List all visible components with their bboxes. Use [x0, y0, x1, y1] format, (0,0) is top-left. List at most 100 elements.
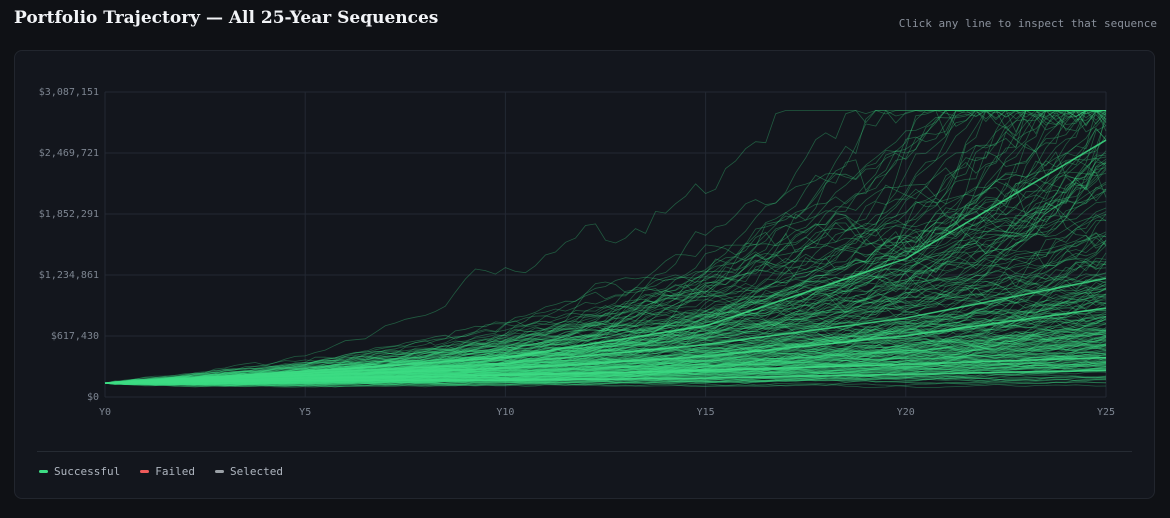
trajectory-line[interactable]: [104, 328, 1107, 384]
trajectory-line[interactable]: [104, 110, 1106, 384]
legend-item-failed[interactable]: Failed: [140, 465, 195, 478]
trajectory-line[interactable]: [104, 312, 1107, 385]
trajectory-line[interactable]: [104, 340, 1107, 385]
trajectory-line[interactable]: [104, 233, 1107, 384]
trajectory-line[interactable]: [104, 309, 1107, 384]
series-line[interactable]: [104, 356, 1107, 384]
trajectory-line[interactable]: [104, 350, 1107, 385]
trajectory-line[interactable]: [104, 336, 1107, 384]
trajectory-line[interactable]: [104, 357, 1107, 388]
y-tick-label: $0: [87, 392, 99, 403]
trajectory-line[interactable]: [104, 162, 1107, 384]
trajectory-line[interactable]: [104, 366, 1107, 385]
trajectory-line[interactable]: [104, 118, 1107, 384]
trajectory-line[interactable]: [104, 299, 1107, 384]
trajectory-line[interactable]: [104, 110, 1106, 384]
trajectory-line[interactable]: [104, 315, 1107, 384]
trajectory-line[interactable]: [104, 331, 1107, 385]
trajectory-line[interactable]: [104, 283, 1107, 386]
trajectory-line[interactable]: [104, 361, 1107, 386]
trajectory-line[interactable]: [104, 323, 1107, 388]
trajectory-line[interactable]: [104, 151, 1107, 384]
trajectory-line[interactable]: [104, 368, 1107, 384]
trajectory-line[interactable]: [105, 363, 1107, 385]
trajectory-line[interactable]: [104, 375, 1107, 386]
trajectory-line[interactable]: [104, 161, 1107, 384]
trajectory-line[interactable]: [104, 382, 1107, 389]
series-line[interactable]: [104, 369, 1107, 384]
trajectory-line[interactable]: [104, 150, 1107, 385]
series-line[interactable]: [104, 307, 1107, 384]
trajectory-line[interactable]: [104, 331, 1107, 384]
trajectory-line[interactable]: [104, 300, 1107, 384]
trajectory-line[interactable]: [104, 110, 1107, 384]
trajectory-line[interactable]: [104, 109, 1107, 384]
trajectory-lines[interactable]: [104, 109, 1107, 389]
trajectory-line[interactable]: [104, 361, 1107, 384]
trajectory-line[interactable]: [104, 370, 1107, 385]
trajectory-line[interactable]: [104, 110, 1106, 384]
trajectory-line[interactable]: [104, 337, 1107, 385]
trajectory-line[interactable]: [104, 110, 1106, 384]
trajectory-line[interactable]: [104, 366, 1107, 386]
trajectory-line[interactable]: [104, 273, 1107, 385]
trajectory-line[interactable]: [104, 261, 1107, 384]
trajectory-line[interactable]: [104, 323, 1107, 385]
trajectory-line[interactable]: [104, 358, 1107, 385]
trajectory-line[interactable]: [104, 336, 1107, 386]
series-line[interactable]: [104, 139, 1107, 384]
trajectory-line[interactable]: [104, 125, 1107, 384]
trajectory-line[interactable]: [104, 380, 1107, 388]
trajectory-line[interactable]: [104, 328, 1107, 386]
trajectory-line[interactable]: [104, 373, 1107, 385]
trajectory-line[interactable]: [104, 308, 1107, 384]
trajectory-line[interactable]: [104, 351, 1107, 385]
trajectory-line[interactable]: [104, 329, 1107, 384]
trajectory-line[interactable]: [104, 361, 1107, 388]
trajectory-line[interactable]: [104, 183, 1107, 384]
trajectory-line[interactable]: [104, 110, 1107, 384]
trajectory-line[interactable]: [104, 353, 1107, 385]
trajectory-line[interactable]: [105, 258, 1107, 384]
series-line[interactable]: [104, 277, 1107, 384]
trajectory-line[interactable]: [104, 334, 1107, 385]
legend-item-selected[interactable]: Selected: [214, 465, 283, 478]
trajectory-line[interactable]: [104, 109, 1107, 385]
trajectory-line[interactable]: [104, 360, 1107, 388]
trajectory-line[interactable]: [105, 346, 1107, 384]
trajectory-line[interactable]: [104, 366, 1107, 386]
trajectory-line[interactable]: [104, 283, 1106, 384]
trajectory-line[interactable]: [104, 110, 1106, 384]
trajectory-line[interactable]: [104, 330, 1107, 384]
trajectory-line[interactable]: [104, 333, 1107, 385]
trajectory-line[interactable]: [104, 157, 1107, 384]
trajectory-line[interactable]: [104, 338, 1107, 385]
trajectory-line[interactable]: [104, 110, 1107, 384]
trajectory-line[interactable]: [104, 110, 1107, 384]
legend-label-selected: Selected: [229, 465, 283, 478]
trajectory-line[interactable]: [104, 260, 1107, 384]
y-tick-label: $2,469,721: [39, 148, 99, 159]
trajectory-line[interactable]: [104, 110, 1107, 384]
trajectory-line[interactable]: [104, 110, 1106, 385]
trajectory-line[interactable]: [104, 377, 1107, 387]
trajectory-line[interactable]: [104, 152, 1107, 384]
trajectory-line[interactable]: [104, 325, 1107, 384]
trajectory-line[interactable]: [104, 239, 1107, 384]
trajectory-line[interactable]: [104, 333, 1107, 388]
trajectory-line[interactable]: [104, 377, 1107, 386]
trajectory-line[interactable]: [104, 286, 1107, 384]
legend-item-successful[interactable]: Successful: [39, 465, 120, 478]
trajectory-line[interactable]: [104, 365, 1107, 388]
trajectory-line[interactable]: [104, 109, 1106, 384]
trajectory-line[interactable]: [104, 362, 1107, 385]
trajectory-line[interactable]: [104, 342, 1107, 384]
trajectory-line[interactable]: [104, 318, 1107, 384]
trajectory-line[interactable]: [104, 110, 1106, 384]
trajectory-line[interactable]: [104, 344, 1107, 386]
trajectory-chart[interactable]: $0 $617,430 $1,234,861 $1,852,291 $2,469,721…: [15, 51, 1156, 451]
trajectory-line[interactable]: [104, 110, 1106, 384]
trajectory-line[interactable]: [104, 140, 1107, 384]
trajectory-line[interactable]: [104, 333, 1107, 385]
trajectory-line[interactable]: [104, 356, 1107, 387]
